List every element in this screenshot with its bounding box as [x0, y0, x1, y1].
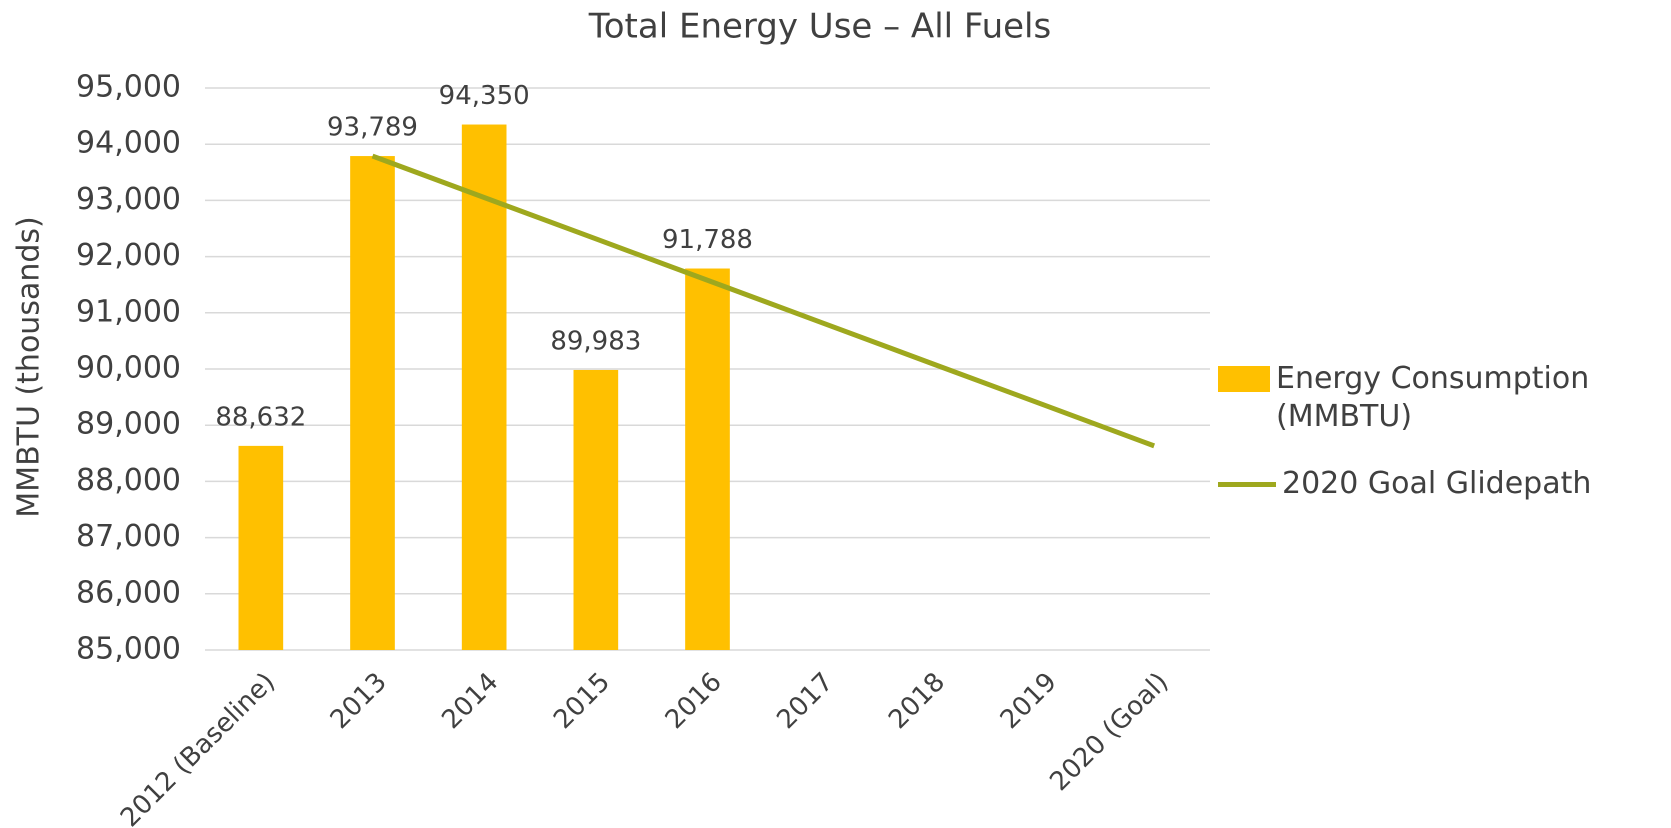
- data-label: 93,789: [327, 113, 418, 143]
- y-tick-label: 86,000: [76, 575, 181, 610]
- x-tick-label: 2019: [995, 667, 1063, 735]
- y-tick-label: 90,000: [76, 351, 181, 386]
- legend-swatch: [1218, 482, 1276, 487]
- bar: [350, 156, 395, 650]
- x-tick-label: 2016: [660, 667, 728, 735]
- legend-item: Energy Consumption (MMBTU): [1218, 360, 1636, 436]
- x-tick-label: 2014: [436, 667, 504, 735]
- data-label: 88,632: [215, 402, 306, 432]
- y-tick-label: 87,000: [76, 519, 181, 554]
- y-tick-label: 91,000: [76, 294, 181, 329]
- bar: [573, 369, 619, 650]
- x-tick-label: 2018: [883, 667, 951, 735]
- legend-label: Energy Consumption (MMBTU): [1276, 361, 1590, 434]
- y-tick-label: 92,000: [76, 238, 181, 273]
- y-tick-label: 93,000: [76, 182, 181, 217]
- data-label: 89,983: [550, 326, 641, 356]
- x-tick-label: 2015: [548, 667, 616, 735]
- x-tick-label: 2017: [771, 667, 839, 735]
- bar: [238, 445, 284, 650]
- y-tick-label: 85,000: [76, 632, 181, 667]
- x-tick-label: 2012 (Baseline): [115, 667, 281, 828]
- data-label: 94,350: [439, 81, 530, 111]
- y-tick-label: 95,000: [76, 70, 181, 105]
- legend-item: 2020 Goal Glidepath: [1218, 465, 1642, 503]
- y-tick-label: 94,000: [76, 126, 181, 161]
- x-tick-label: 2020 (Goal): [1044, 667, 1174, 797]
- x-tick-label: 2013: [325, 667, 393, 735]
- data-label: 91,788: [662, 225, 753, 255]
- chart-title: Total Energy Use – All Fuels: [588, 7, 1051, 47]
- legend-swatch: [1218, 366, 1270, 392]
- bar: [461, 124, 507, 650]
- y-tick-label: 88,000: [76, 463, 181, 498]
- bar: [685, 268, 730, 650]
- legend-label: 2020 Goal Glidepath: [1282, 466, 1592, 501]
- line: [371, 153, 1156, 449]
- y-tick-label: 89,000: [76, 407, 181, 442]
- y-axis-label: MMBTU (thousands): [12, 216, 47, 517]
